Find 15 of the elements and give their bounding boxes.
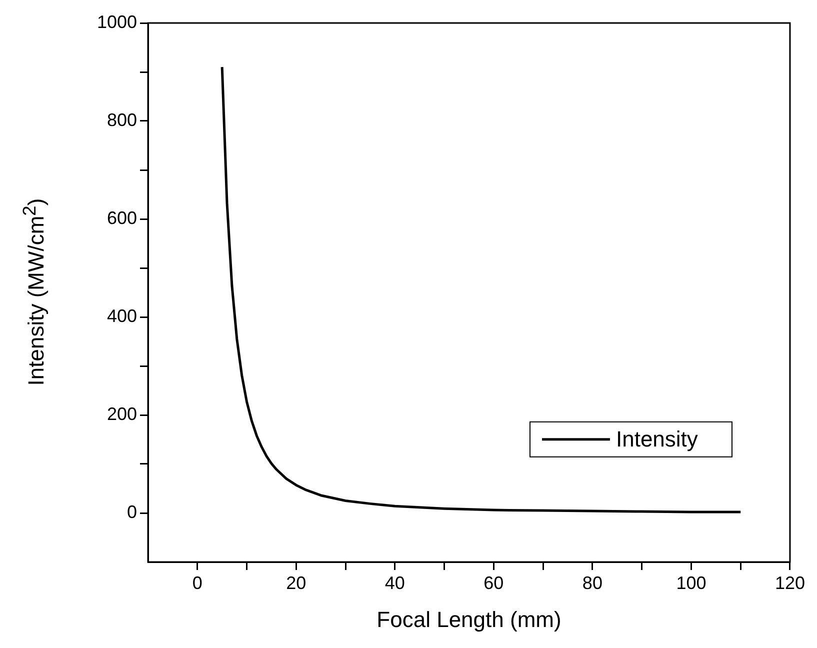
y-tick-label: 400 [106,306,137,326]
y-tick-label: 600 [106,208,137,228]
x-tick-label: 120 [774,572,806,593]
y-tick-label: 0 [126,502,137,522]
y-tick-label: 800 [106,110,137,130]
x-tick-label: 0 [192,572,202,593]
y-tick-label: 200 [106,404,137,424]
y-tick-label: 1000 [96,12,137,32]
x-tick-label: 20 [286,572,306,593]
x-axis-title: Focal Length (mm) [376,606,562,632]
legend-label: Intensity [616,426,698,452]
x-tick-label: 80 [582,572,602,593]
x-tick-label: 100 [676,572,706,593]
x-tick-label: 40 [384,572,405,593]
x-tick-label: 60 [484,572,504,593]
